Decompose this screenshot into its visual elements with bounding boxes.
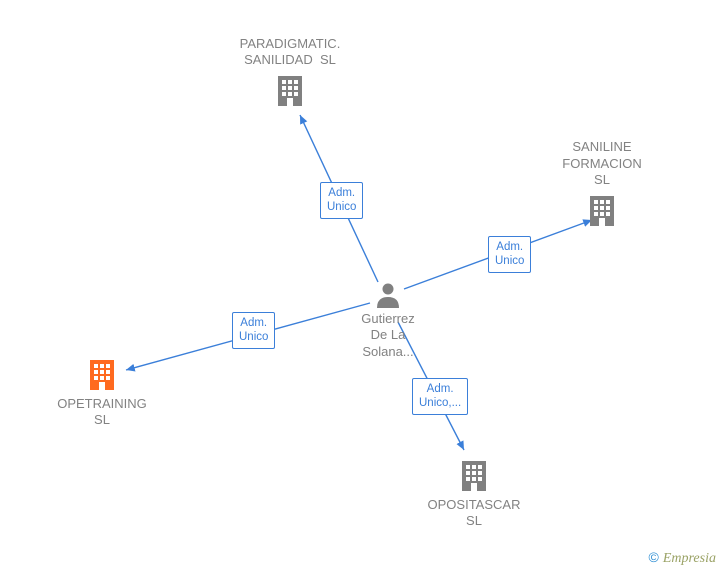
node-label: SANILINEFORMACIONSL [562,139,641,188]
copyright-symbol: © [649,549,659,565]
edge-label: Adm.Unico [320,182,363,219]
node-opetraining[interactable]: OPETRAININGSL [57,356,147,429]
node-label: OPOSITASCARSL [428,497,521,530]
node-label: OPETRAININGSL [57,396,147,429]
building-icon [562,192,641,228]
node-opositascar[interactable]: OPOSITASCARSL [428,457,521,530]
building-icon [240,72,341,108]
edge-label: Adm.Unico,... [412,378,468,415]
center-node-gutierrez[interactable]: GutierrezDe LaSolana... [361,281,414,360]
edge-label: Adm.Unico [488,236,531,273]
building-icon [428,457,521,493]
node-label: PARADIGMATIC.SANILIDAD SL [240,36,341,69]
edge-label: Adm.Unico [232,312,275,349]
node-saniline[interactable]: SANILINEFORMACIONSL [562,139,641,228]
node-paradigmatic[interactable]: PARADIGMATIC.SANILIDAD SL [240,36,341,109]
node-label: GutierrezDe LaSolana... [361,311,414,360]
building-icon [57,356,147,392]
brand-watermark: © Empresia [649,549,716,567]
person-icon [361,281,414,309]
brand-name: Empresia [663,551,716,566]
